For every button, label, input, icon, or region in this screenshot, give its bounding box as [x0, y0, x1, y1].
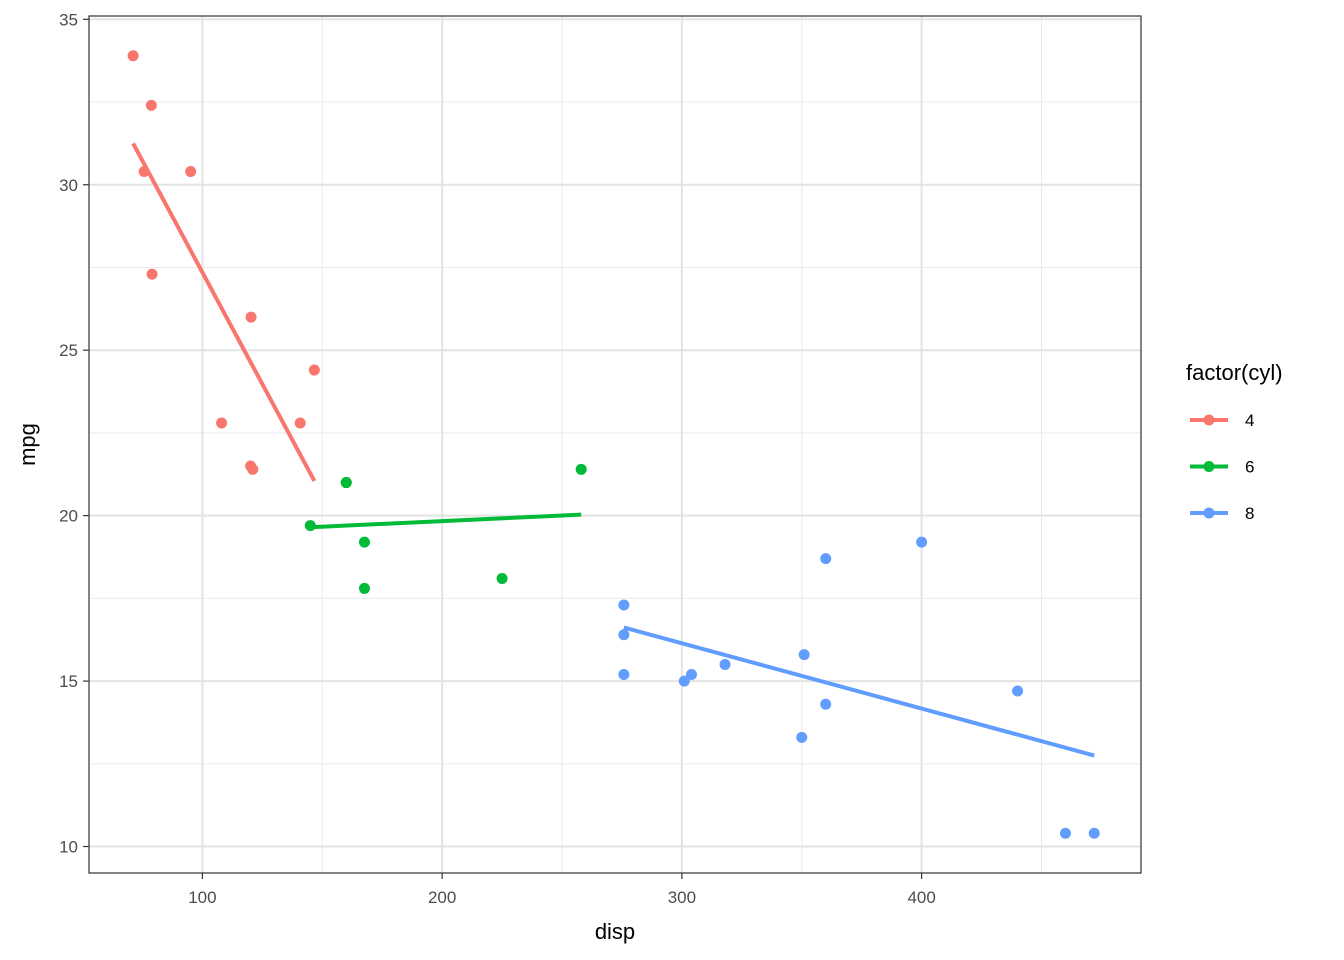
- legend-title: factor(cyl): [1186, 360, 1283, 385]
- point-cyl-4: [138, 166, 150, 178]
- x-axis-title: disp: [595, 919, 635, 944]
- y-tick-label: 15: [59, 672, 78, 691]
- fit-line-4: [131, 142, 317, 482]
- point-cyl-6: [358, 582, 370, 594]
- fit-line-8: [623, 625, 1095, 758]
- point-cyl-8: [618, 629, 630, 641]
- x-tick-label: 400: [907, 888, 935, 907]
- legend: factor(cyl) 4 6 8: [1186, 360, 1283, 523]
- point-cyl-4: [146, 268, 158, 280]
- point-cyl-4: [145, 99, 157, 111]
- point-cyl-6: [496, 573, 508, 585]
- x-tick-label: 200: [428, 888, 456, 907]
- axis-ticks: [83, 18, 923, 879]
- point-cyl-8: [1012, 685, 1024, 697]
- legend-key-point-8: [1203, 507, 1215, 519]
- y-tick-label: 35: [59, 10, 78, 29]
- point-cyl-8: [916, 536, 928, 548]
- grid-minor: [89, 16, 1141, 873]
- point-cyl-4: [247, 463, 259, 475]
- grid-major: [89, 16, 1141, 873]
- panel-border: [88, 15, 1142, 874]
- fit-line-6: [310, 512, 582, 530]
- x-tick-label: 300: [668, 888, 696, 907]
- point-cyl-6: [340, 477, 352, 489]
- y-tick-label: 30: [59, 176, 78, 195]
- point-cyl-8: [618, 668, 630, 680]
- y-tick-label: 10: [59, 838, 78, 857]
- point-cyl-8: [1088, 827, 1100, 839]
- legend-key-point-6: [1203, 461, 1215, 472]
- y-tick-label: 20: [59, 507, 78, 526]
- y-axis-title: mpg: [15, 423, 40, 466]
- legend-label-6: 6: [1245, 458, 1254, 477]
- point-cyl-8: [798, 649, 810, 661]
- data-points: [127, 50, 1100, 839]
- point-cyl-8: [678, 675, 690, 687]
- point-cyl-8: [618, 599, 630, 611]
- tick-labels: 100 200 300 400 10 15 20 25 30 35: [59, 10, 936, 907]
- point-cyl-6: [575, 463, 587, 475]
- point-cyl-8: [796, 731, 808, 743]
- point-cyl-8: [820, 553, 832, 565]
- point-cyl-4: [127, 50, 139, 62]
- fit-lines: [131, 142, 1095, 758]
- legend-key-point-4: [1203, 414, 1215, 426]
- point-cyl-8: [685, 668, 697, 680]
- point-cyl-6: [304, 520, 316, 532]
- legend-label-8: 8: [1245, 504, 1254, 523]
- point-cyl-6: [358, 536, 370, 548]
- legend-label-4: 4: [1245, 411, 1254, 430]
- point-cyl-4: [294, 417, 306, 429]
- legend-items: 4 6 8: [1190, 411, 1254, 523]
- point-cyl-8: [719, 659, 731, 671]
- point-cyl-8: [820, 698, 832, 710]
- y-tick-label: 25: [59, 341, 78, 360]
- point-cyl-4: [216, 417, 228, 429]
- point-cyl-8: [1059, 827, 1071, 839]
- x-tick-label: 100: [188, 888, 216, 907]
- point-cyl-4: [185, 166, 197, 178]
- point-cyl-4: [245, 311, 257, 323]
- point-cyl-4: [308, 364, 320, 376]
